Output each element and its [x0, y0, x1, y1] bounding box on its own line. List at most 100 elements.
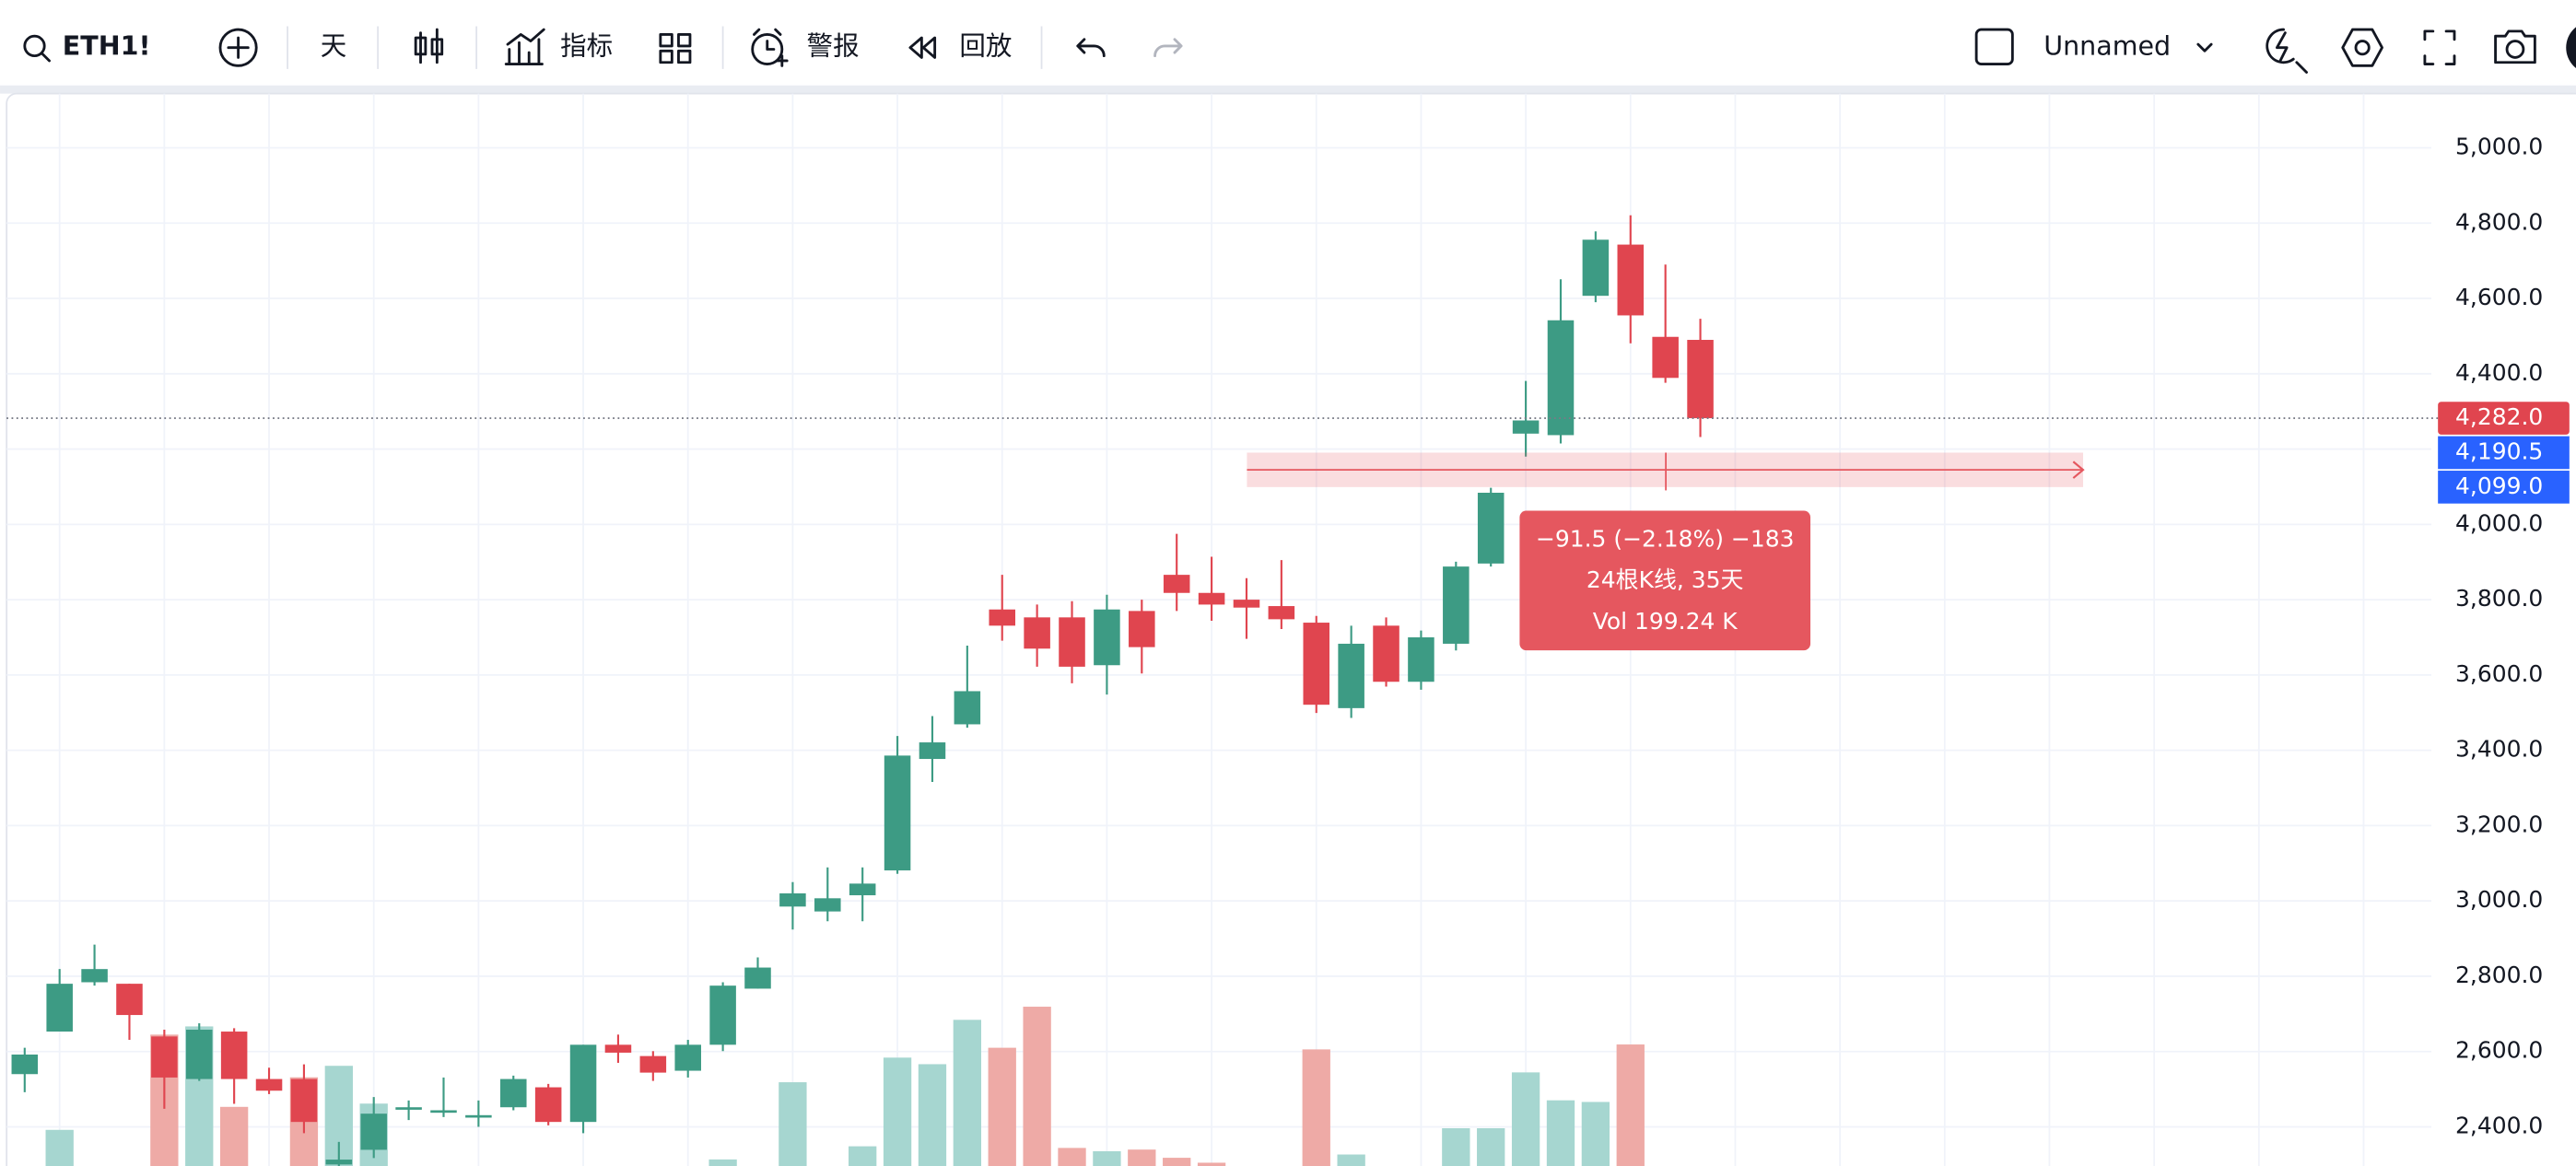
y-tick-label: 4,000.0: [2455, 509, 2543, 536]
settings-icon-center: [2354, 40, 2371, 56]
candle-body: [814, 898, 841, 912]
interval-button[interactable]: 天: [321, 31, 347, 62]
candle-body: [989, 609, 1016, 626]
candle-body: [534, 1087, 562, 1123]
candle-body: [11, 1054, 39, 1075]
volume-bar: [1197, 1162, 1226, 1166]
indicators-button[interactable]: 指标: [560, 31, 613, 62]
volume-bar: [1023, 1007, 1051, 1166]
candle-body: [1024, 617, 1050, 649]
candle-body: [569, 1044, 597, 1123]
volume-bar: [219, 1106, 249, 1166]
quick-search-button[interactable]: [2266, 28, 2308, 74]
price-tag-label: 4,190.5: [2455, 437, 2543, 464]
candle-body: [1303, 623, 1330, 705]
candle-body: [255, 1079, 283, 1091]
y-tick-label: 2,800.0: [2455, 962, 2543, 988]
volume-bar: [1616, 1044, 1645, 1166]
candle-body: [1477, 493, 1505, 564]
layout-menu-chevron[interactable]: [2196, 42, 2213, 52]
y-tick-label: 3,600.0: [2455, 660, 2543, 687]
candle-body: [1338, 643, 1364, 708]
measure-tooltip-text: −91.5 (−2.18%) −183: [1536, 526, 1795, 553]
volume-bar: [1302, 1049, 1330, 1166]
candle-body: [1268, 606, 1295, 620]
replay-icon[interactable]: [908, 36, 937, 59]
profile-button[interactable]: [2566, 21, 2576, 74]
candle-body: [604, 1044, 632, 1053]
candle-body: [81, 969, 108, 983]
layout-icon[interactable]: [1974, 28, 2014, 65]
y-tick-label: 3,800.0: [2455, 585, 2543, 612]
candle-body: [884, 755, 911, 871]
alert-icon[interactable]: [751, 33, 784, 65]
candle-body: [954, 691, 981, 725]
candle-body: [1582, 239, 1610, 297]
alerts-button[interactable]: 警报: [807, 31, 860, 62]
chart-panel: [6, 92, 2576, 1166]
measure-arrow: [2072, 461, 2085, 479]
candle-body: [1373, 625, 1399, 682]
measure-tooltip: [1519, 510, 1811, 651]
volume-bar: [1442, 1127, 1470, 1166]
price-tag-label: 4,099.0: [2455, 472, 2543, 499]
add-symbol-button[interactable]: [218, 28, 258, 67]
volume-bar: [708, 1159, 737, 1166]
volume-bar: [918, 1064, 947, 1166]
volume-bar: [1581, 1102, 1610, 1166]
screenshot-button[interactable]: [2494, 29, 2536, 64]
toolbar-divider: [0, 85, 2576, 94]
price-tag: [2438, 471, 2570, 504]
volume-bar: [1093, 1150, 1121, 1166]
y-tick-label: 4,600.0: [2455, 284, 2543, 310]
search-icon-handle: [41, 52, 51, 63]
candle-body: [709, 985, 736, 1045]
redo-button[interactable]: [1153, 38, 1183, 58]
fullscreen-button[interactable]: [2423, 29, 2456, 65]
y-tick-label: 2,400.0: [2455, 1112, 2543, 1138]
measure-tooltip-text: 24根K线, 35天: [1587, 566, 1744, 593]
candle-body: [744, 967, 771, 989]
candle-body: [1547, 320, 1575, 436]
volume-bar: [1337, 1154, 1365, 1166]
candle-body: [290, 1079, 318, 1123]
candle-body: [151, 1036, 178, 1078]
candle-body: [1233, 600, 1260, 608]
templates-button[interactable]: [659, 33, 692, 64]
volume-bar: [1128, 1149, 1156, 1166]
volume-bar: [1511, 1072, 1540, 1166]
candle-body: [1652, 336, 1679, 379]
volume-bar: [1546, 1100, 1575, 1166]
toolbar: [0, 0, 2576, 86]
search-button[interactable]: ETH1!: [23, 31, 151, 63]
volume-bar: [849, 1146, 877, 1166]
y-tick-label: 3,000.0: [2455, 886, 2543, 913]
layout-name[interactable]: Unnamed: [2043, 31, 2171, 62]
overlay: −91.5 (−2.18%) −183 24根K线, 35天 Vol 199.24 …: [6, 417, 2439, 651]
volume-bar: [1058, 1148, 1086, 1166]
price-tag: [2438, 436, 2570, 470]
candle-body: [325, 1160, 353, 1165]
undo-button[interactable]: [1076, 38, 1106, 58]
candle-body: [1094, 609, 1120, 666]
volume-bar: [1163, 1158, 1191, 1166]
chart-type-button[interactable]: [414, 28, 444, 64]
replay-button[interactable]: 回放: [959, 31, 1012, 62]
y-tick-label: 4,800.0: [2455, 208, 2543, 235]
candle-body: [849, 883, 876, 896]
indicators-icon[interactable]: [504, 28, 545, 65]
settings-button[interactable]: [2341, 28, 2383, 67]
candle-body: [1059, 617, 1085, 667]
candle-body: [779, 893, 806, 907]
candle-body: [1617, 244, 1645, 316]
volume-bar: [953, 1020, 982, 1166]
price-tag: [2438, 402, 2570, 435]
candle-body: [674, 1044, 701, 1071]
y-tick-label: 3,200.0: [2455, 810, 2543, 837]
candle-body: [395, 1107, 422, 1110]
symbol[interactable]: ETH1!: [63, 31, 151, 62]
candle-body: [500, 1079, 527, 1108]
screenshot-icon-lens: [2505, 40, 2525, 59]
alert-icon-detail: [753, 28, 789, 67]
